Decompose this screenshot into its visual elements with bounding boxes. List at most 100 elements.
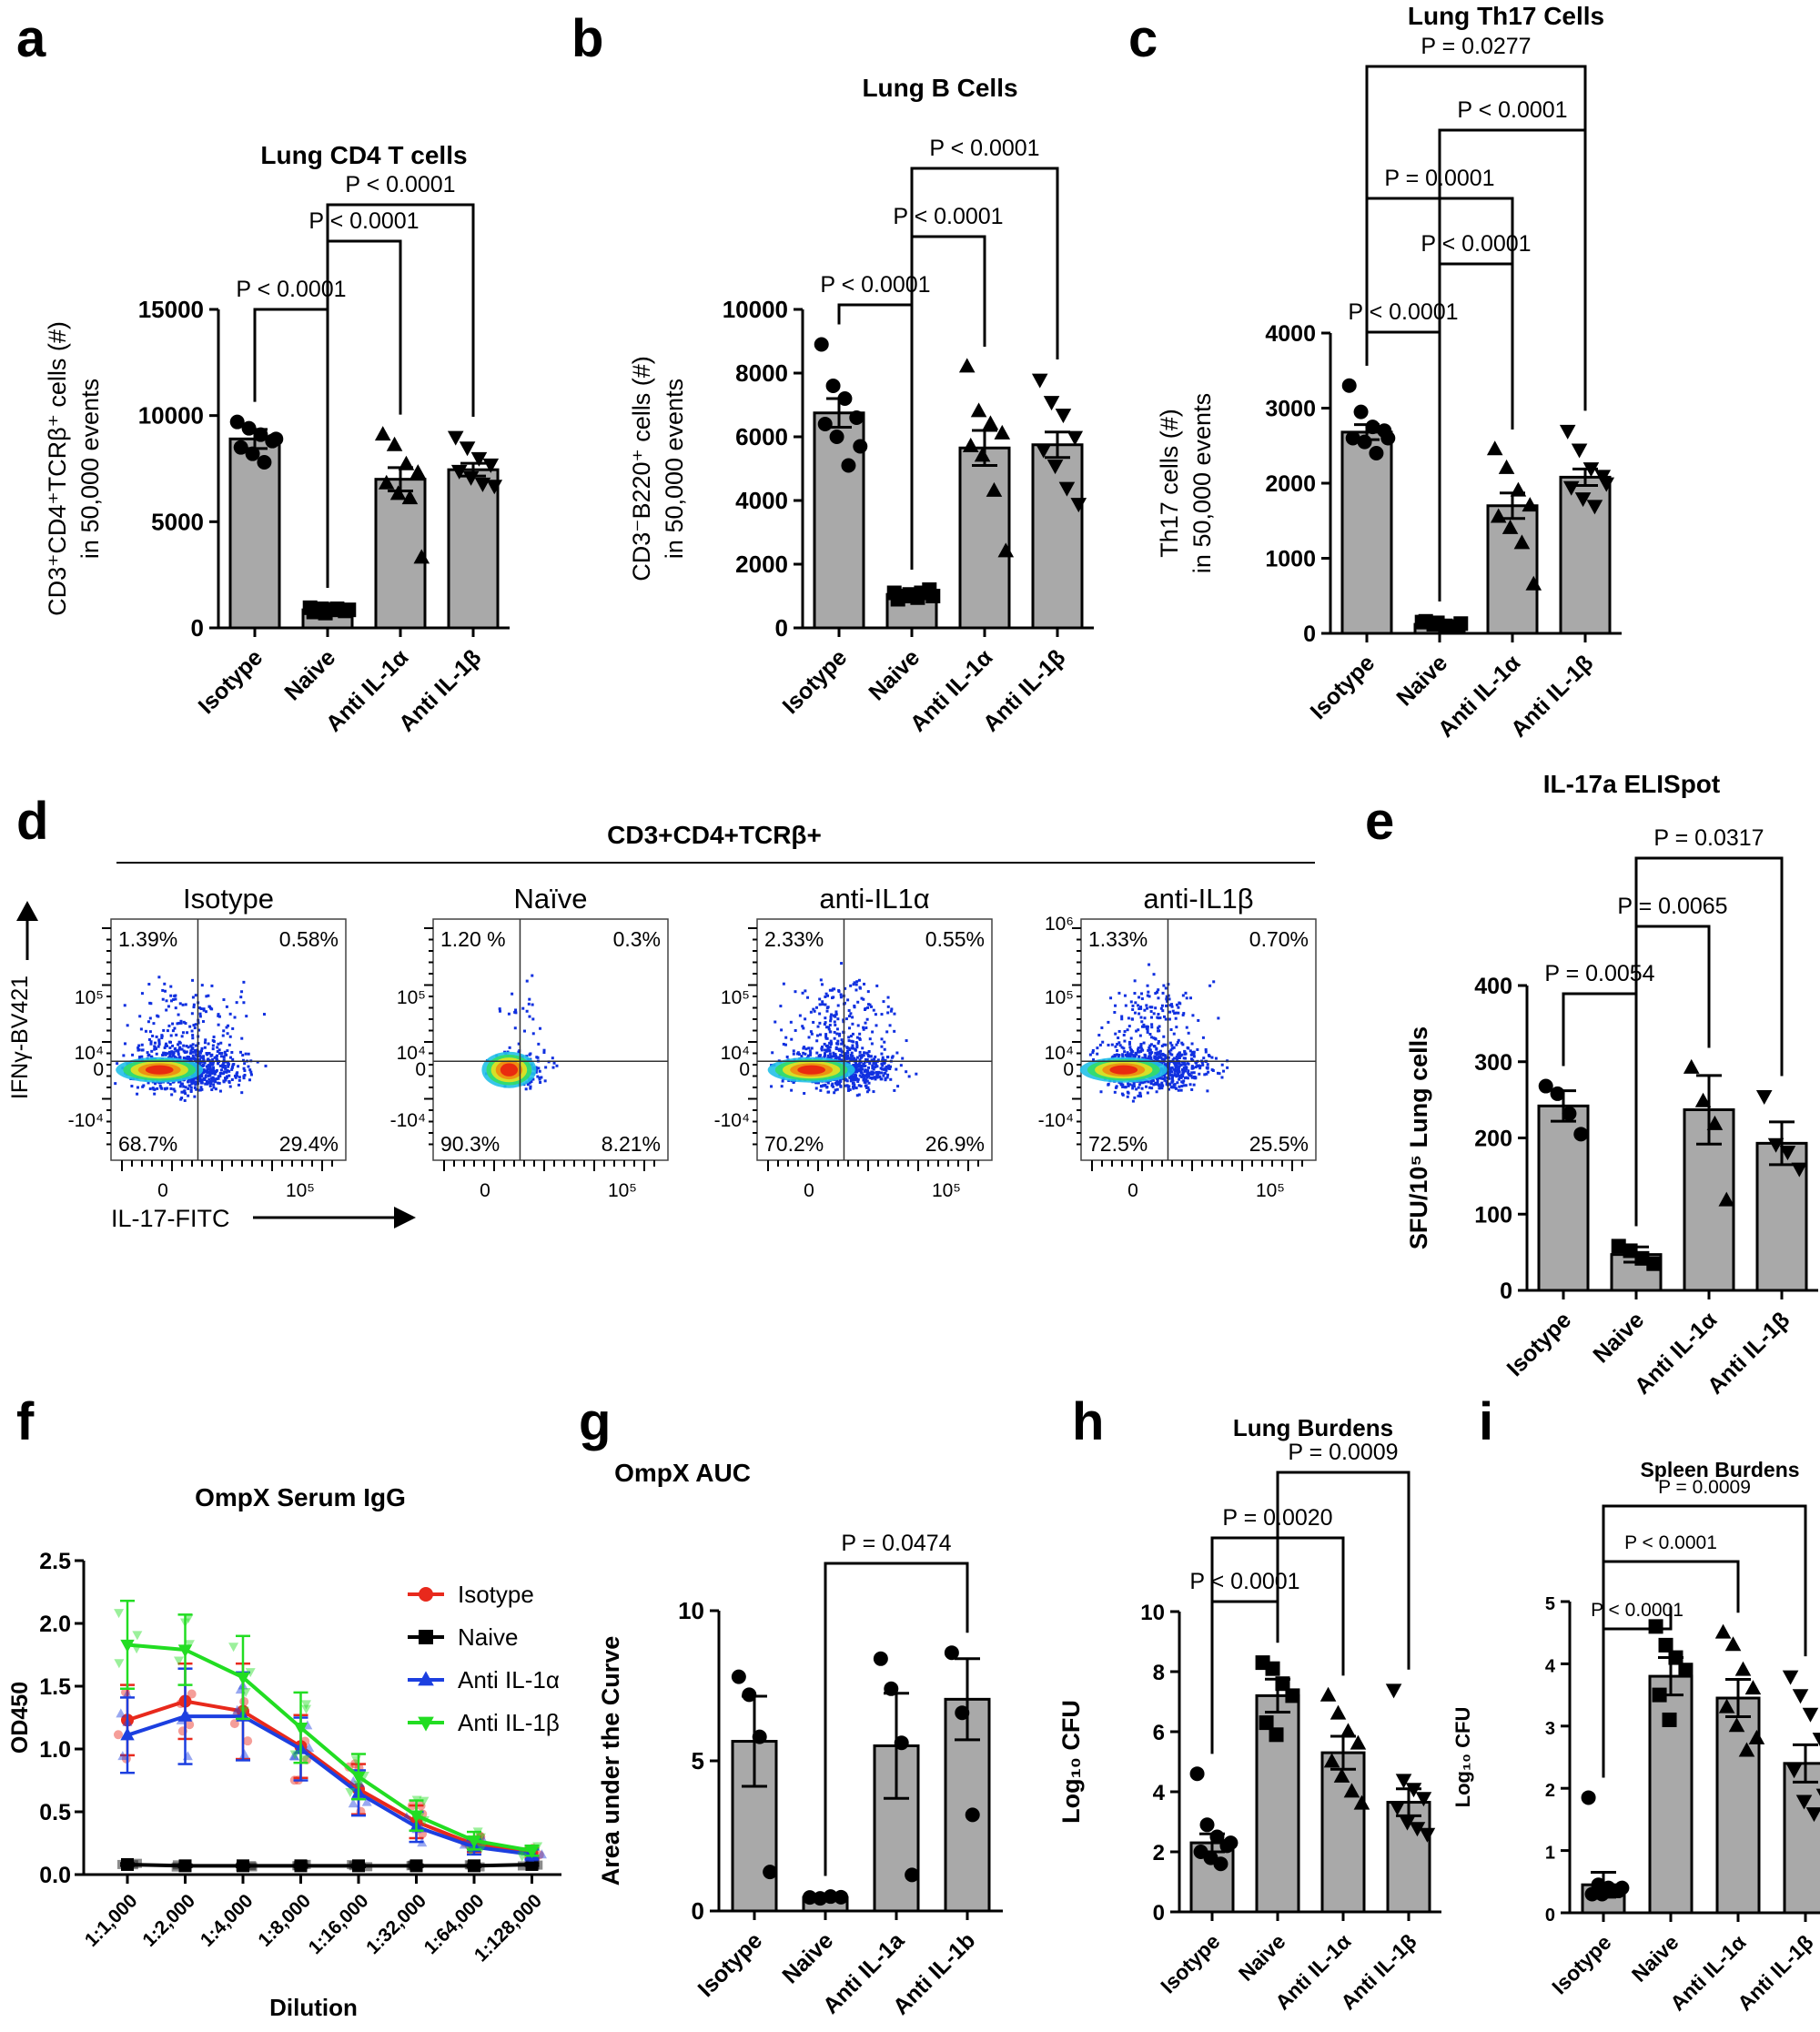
event-dot <box>159 1086 163 1089</box>
event-dot <box>808 1049 812 1053</box>
event-dot <box>526 1083 530 1087</box>
data-point <box>1399 1815 1416 1831</box>
event-dot <box>126 1024 129 1027</box>
event-dot <box>207 1077 211 1081</box>
event-dot <box>870 1042 874 1046</box>
event-dot <box>140 1043 144 1046</box>
event-dot <box>207 1005 211 1008</box>
data-point <box>1395 1774 1412 1789</box>
series-point <box>177 1708 193 1722</box>
p-value-label: P < 0.0001 <box>893 204 1003 229</box>
event-dot <box>1165 1004 1168 1007</box>
event-dot <box>852 1082 855 1086</box>
event-dot <box>1196 1065 1199 1068</box>
event-dot <box>1126 1051 1129 1055</box>
event-dot <box>840 1042 844 1046</box>
data-point <box>1055 409 1072 424</box>
event-dot <box>1220 1063 1224 1067</box>
data-point <box>1369 446 1384 460</box>
event-dot <box>810 1032 814 1036</box>
data-point <box>1706 1115 1724 1130</box>
event-dot <box>1168 1067 1172 1070</box>
event-dot <box>177 1056 181 1059</box>
p-value-label: P = 0.0317 <box>1653 825 1764 851</box>
replicate-point <box>354 1777 365 1787</box>
event-dot <box>1158 1060 1161 1064</box>
event-dot <box>1177 1061 1180 1065</box>
y-tick-label: 10⁵ <box>75 987 104 1008</box>
event-dot <box>864 1086 868 1089</box>
event-dot <box>187 1079 190 1083</box>
event-dot <box>173 995 177 998</box>
x-category-label: Naive <box>279 644 340 705</box>
event-dot <box>184 1022 187 1026</box>
event-dot <box>1157 988 1160 992</box>
x-category-label: Isotype <box>1502 1307 1577 1381</box>
event-dot <box>1138 1012 1141 1016</box>
event-dot <box>195 1087 198 1091</box>
event-dot <box>884 1067 887 1070</box>
event-dot <box>869 1055 873 1058</box>
data-point <box>229 414 245 430</box>
event-dot <box>866 1069 870 1073</box>
event-dot <box>1129 1047 1133 1051</box>
event-dot <box>160 1035 164 1038</box>
data-point <box>902 587 917 602</box>
event-dot <box>888 1067 892 1071</box>
event-dot <box>1163 1063 1167 1067</box>
data-point <box>1611 1238 1626 1254</box>
event-dot <box>207 1052 211 1056</box>
event-dot <box>818 1012 822 1016</box>
event-dot <box>182 1044 186 1047</box>
y-tick-label: 0 <box>93 1059 104 1080</box>
event-dot <box>256 1060 259 1064</box>
replicate-point <box>476 1844 487 1854</box>
event-dot <box>1191 1066 1195 1069</box>
data-point <box>1805 1807 1820 1823</box>
event-dot <box>227 1063 230 1067</box>
event-dot <box>819 978 823 982</box>
event-dot <box>163 1087 167 1090</box>
event-dot <box>1176 1054 1179 1057</box>
chart-title: Lung Burdens <box>1233 1414 1393 1441</box>
event-dot <box>852 1046 855 1050</box>
event-dot <box>189 1079 193 1083</box>
data-point <box>965 1807 980 1823</box>
data-point <box>1584 1886 1600 1902</box>
event-dot <box>151 1034 155 1037</box>
y-tick-label: 2 <box>1153 1841 1165 1865</box>
event-dot <box>1088 1053 1092 1056</box>
event-dot <box>839 1053 843 1056</box>
event-dot <box>498 1007 501 1011</box>
event-dot <box>1101 1040 1105 1044</box>
data-point <box>1486 440 1503 456</box>
event-dot <box>1147 1056 1150 1060</box>
event-dot <box>1152 1036 1156 1040</box>
event-dot <box>216 1049 219 1053</box>
event-dot <box>890 1056 894 1059</box>
event-dot <box>886 1011 890 1015</box>
replicate-point <box>116 1708 126 1718</box>
event-dot <box>1178 1054 1182 1057</box>
event-dot <box>856 1024 860 1027</box>
event-dot <box>191 1034 195 1037</box>
event-dot <box>839 993 843 996</box>
event-dot <box>525 1009 529 1013</box>
event-dot <box>889 1009 893 1013</box>
event-dot <box>835 1032 839 1036</box>
data-point <box>905 1867 920 1883</box>
event-dot <box>1187 1046 1190 1050</box>
event-dot <box>806 1054 810 1057</box>
event-dot <box>1177 1066 1180 1069</box>
data-point <box>834 1889 849 1905</box>
event-dot <box>239 996 243 999</box>
replicate-point <box>419 1796 430 1806</box>
event-dot <box>1178 1065 1181 1068</box>
x-axis-label: Dilution <box>269 1994 358 2021</box>
event-dot <box>217 1052 221 1056</box>
event-dot <box>844 1017 848 1021</box>
event-dot <box>837 1056 841 1059</box>
data-point <box>1320 1686 1337 1702</box>
event-dot <box>1168 1004 1172 1007</box>
event-dot <box>1131 1004 1135 1007</box>
